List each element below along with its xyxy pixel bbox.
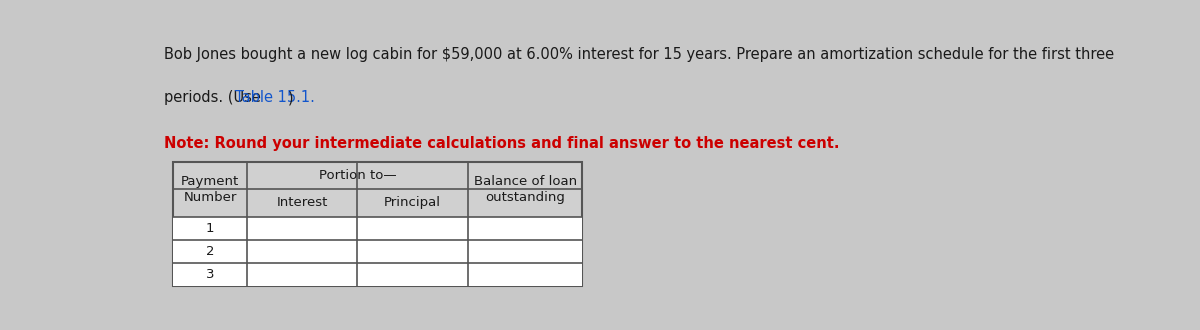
Bar [173, 216, 582, 240]
Text: Balance of loan
outstanding: Balance of loan outstanding [474, 175, 577, 204]
Bar [173, 240, 582, 263]
Text: Bob Jones bought a new log cabin for $59,000 at 6.00% interest for 15 years. Pre: Bob Jones bought a new log cabin for $59… [164, 47, 1114, 62]
Text: Note: Round your intermediate calculations and final answer to the nearest cent.: Note: Round your intermediate calculatio… [164, 136, 840, 151]
Text: 2: 2 [206, 245, 215, 258]
Text: Principal: Principal [384, 196, 442, 209]
Text: Table 15.1.: Table 15.1. [235, 90, 314, 105]
Bar [173, 263, 582, 286]
Text: periods. (Use: periods. (Use [164, 90, 265, 105]
Bar [355, 163, 360, 188]
Text: 1: 1 [206, 222, 215, 235]
Text: 3: 3 [206, 268, 215, 281]
Text: Payment
Number: Payment Number [181, 175, 239, 204]
Text: ): ) [288, 90, 293, 105]
Text: Interest: Interest [276, 196, 328, 209]
Text: Portion to—: Portion to— [318, 169, 396, 182]
